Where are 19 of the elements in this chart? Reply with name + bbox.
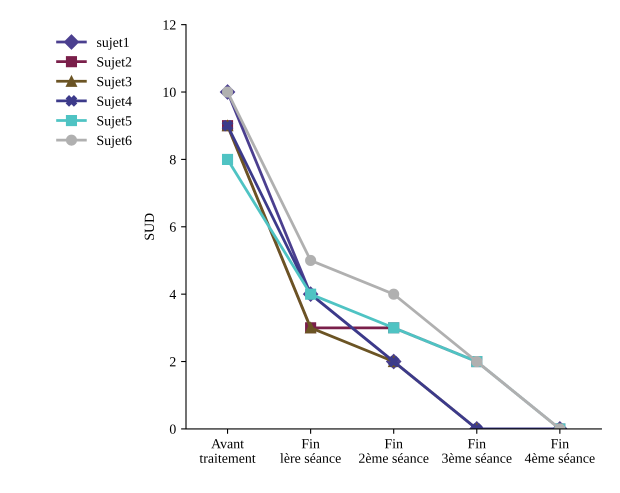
y-tick-label: 2: [170, 357, 176, 366]
y-tick-label: 8: [170, 154, 176, 164]
x-tick-label: Fin 2ème séance: [359, 439, 428, 463]
x-tick-label: Fin 3ème séance: [442, 439, 512, 463]
legend-label: Sujet5: [97, 116, 132, 128]
legend-label: Sujet3: [97, 76, 132, 90]
legend-label: Sujet4: [97, 96, 132, 109]
y-tick-label: 10: [164, 88, 176, 97]
legend-label: sujet1: [97, 38, 129, 50]
y-tick-label: 0: [170, 424, 176, 434]
y-tick-label: 12: [164, 20, 176, 30]
y-tick-label: 6: [170, 222, 176, 232]
x-tick-label: Fin 4ème séance: [524, 439, 595, 463]
x-tick-label: Avant traitement: [200, 439, 256, 463]
legend-label: Sujet2: [97, 57, 132, 70]
legend-label: Sujet6: [97, 136, 132, 148]
y-tick-label: 4: [170, 290, 176, 299]
x-tick-label: Fin lère séance: [280, 439, 341, 463]
y-axis-title: SUD: [144, 213, 154, 240]
